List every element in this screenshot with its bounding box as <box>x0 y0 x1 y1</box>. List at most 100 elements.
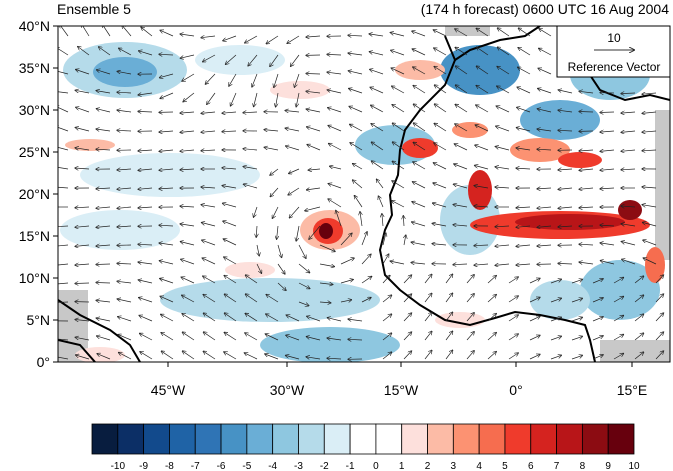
wind-vector <box>340 233 352 246</box>
coastline <box>58 26 670 362</box>
wind-vector <box>592 317 603 322</box>
wind-vector <box>58 186 69 189</box>
wind-vector <box>182 332 195 341</box>
wind-vector <box>432 223 447 227</box>
colorbar-label: -1 <box>346 461 355 471</box>
wind-vector <box>207 92 216 104</box>
wind-vector <box>642 187 657 188</box>
wind-vector <box>75 245 90 246</box>
wind-vector <box>497 28 510 37</box>
lon-label: 45°W <box>151 382 186 398</box>
wind-vector <box>306 91 321 93</box>
wind-vector <box>516 264 531 265</box>
wind-vector <box>445 331 453 341</box>
wind-vector <box>642 150 657 151</box>
wind-vector <box>119 353 132 360</box>
wind-vector <box>350 124 363 132</box>
wind-vector <box>571 355 582 360</box>
wind-vector <box>138 169 153 170</box>
wind-vectors <box>58 26 664 360</box>
wind-vector <box>139 315 153 322</box>
wind-vector <box>455 124 468 132</box>
wind-vector <box>508 296 518 303</box>
wind-vector <box>58 225 69 227</box>
wind-vector <box>289 168 300 174</box>
wind-vector <box>138 280 153 284</box>
wind-vector <box>160 296 174 303</box>
wind-vector <box>75 264 90 265</box>
wind-vector <box>592 298 603 303</box>
wind-vector <box>600 225 615 226</box>
wind-vector <box>487 333 496 341</box>
wind-vector <box>413 86 426 94</box>
colorbar-label: -9 <box>139 461 148 471</box>
wind-vector <box>369 34 384 36</box>
wind-vector <box>245 275 258 284</box>
wind-vector <box>353 180 363 189</box>
wind-vector <box>97 354 111 360</box>
wind-vector <box>495 167 510 169</box>
wind-vector <box>75 337 90 341</box>
wind-vector <box>412 202 426 208</box>
wind-vector <box>413 162 426 170</box>
wind-vector <box>642 93 657 94</box>
wind-vector <box>181 277 195 284</box>
colorbar-swatch <box>452 423 480 455</box>
wind-vector <box>495 226 510 227</box>
wind-vector <box>634 276 644 284</box>
wind-vector <box>476 86 489 94</box>
wind-vector <box>592 279 603 284</box>
wind-vector <box>277 282 286 290</box>
wind-vector <box>96 264 111 265</box>
wind-vector <box>600 150 615 151</box>
wind-vector <box>307 188 321 190</box>
colorbar-label: -7 <box>191 461 200 471</box>
wind-vector <box>99 47 111 56</box>
wind-vector <box>558 188 573 189</box>
wind-vector <box>655 294 664 303</box>
wind-vector <box>201 187 216 188</box>
wind-vector <box>495 187 510 188</box>
wind-vector <box>298 301 309 306</box>
wind-vector <box>371 142 384 151</box>
wind-vector <box>497 67 510 75</box>
wind-vector <box>58 106 69 113</box>
wind-vector <box>140 333 153 341</box>
wind-vector <box>403 275 412 284</box>
wind-vector <box>579 150 594 151</box>
wind-vector <box>58 146 69 151</box>
wind-vector <box>621 131 636 132</box>
reference-vector-label: Reference Vector <box>568 60 661 74</box>
wind-vector <box>579 207 594 208</box>
wind-vector <box>138 93 153 95</box>
wind-vector <box>96 91 111 94</box>
wind-vector <box>445 293 453 303</box>
wind-vector <box>392 86 405 94</box>
wind-vector <box>202 258 216 265</box>
wind-vector <box>328 108 342 113</box>
wind-vector <box>390 261 405 265</box>
wind-vector <box>264 147 279 151</box>
wind-vector <box>265 354 279 360</box>
wind-vector <box>495 147 510 151</box>
wind-vector <box>117 92 132 93</box>
wind-vector <box>392 201 405 208</box>
reference-vector-box: 10 Reference Vector <box>556 25 671 78</box>
wind-vector <box>308 169 321 170</box>
wind-vector <box>285 111 300 113</box>
wind-vector <box>476 28 489 37</box>
wind-vector <box>223 239 237 246</box>
wind-vector <box>182 295 195 303</box>
wind-vector <box>642 131 657 132</box>
wind-vector <box>180 34 195 36</box>
wind-vector <box>558 169 573 170</box>
wind-vector <box>159 261 174 265</box>
wind-vector <box>412 49 426 56</box>
wind-vector <box>433 183 447 189</box>
wind-vector <box>203 332 216 341</box>
wind-vector <box>550 336 561 341</box>
wind-vector <box>138 188 153 189</box>
colorbar-swatch <box>478 423 506 455</box>
wind-vector <box>382 233 386 246</box>
wind-vector <box>138 111 153 112</box>
